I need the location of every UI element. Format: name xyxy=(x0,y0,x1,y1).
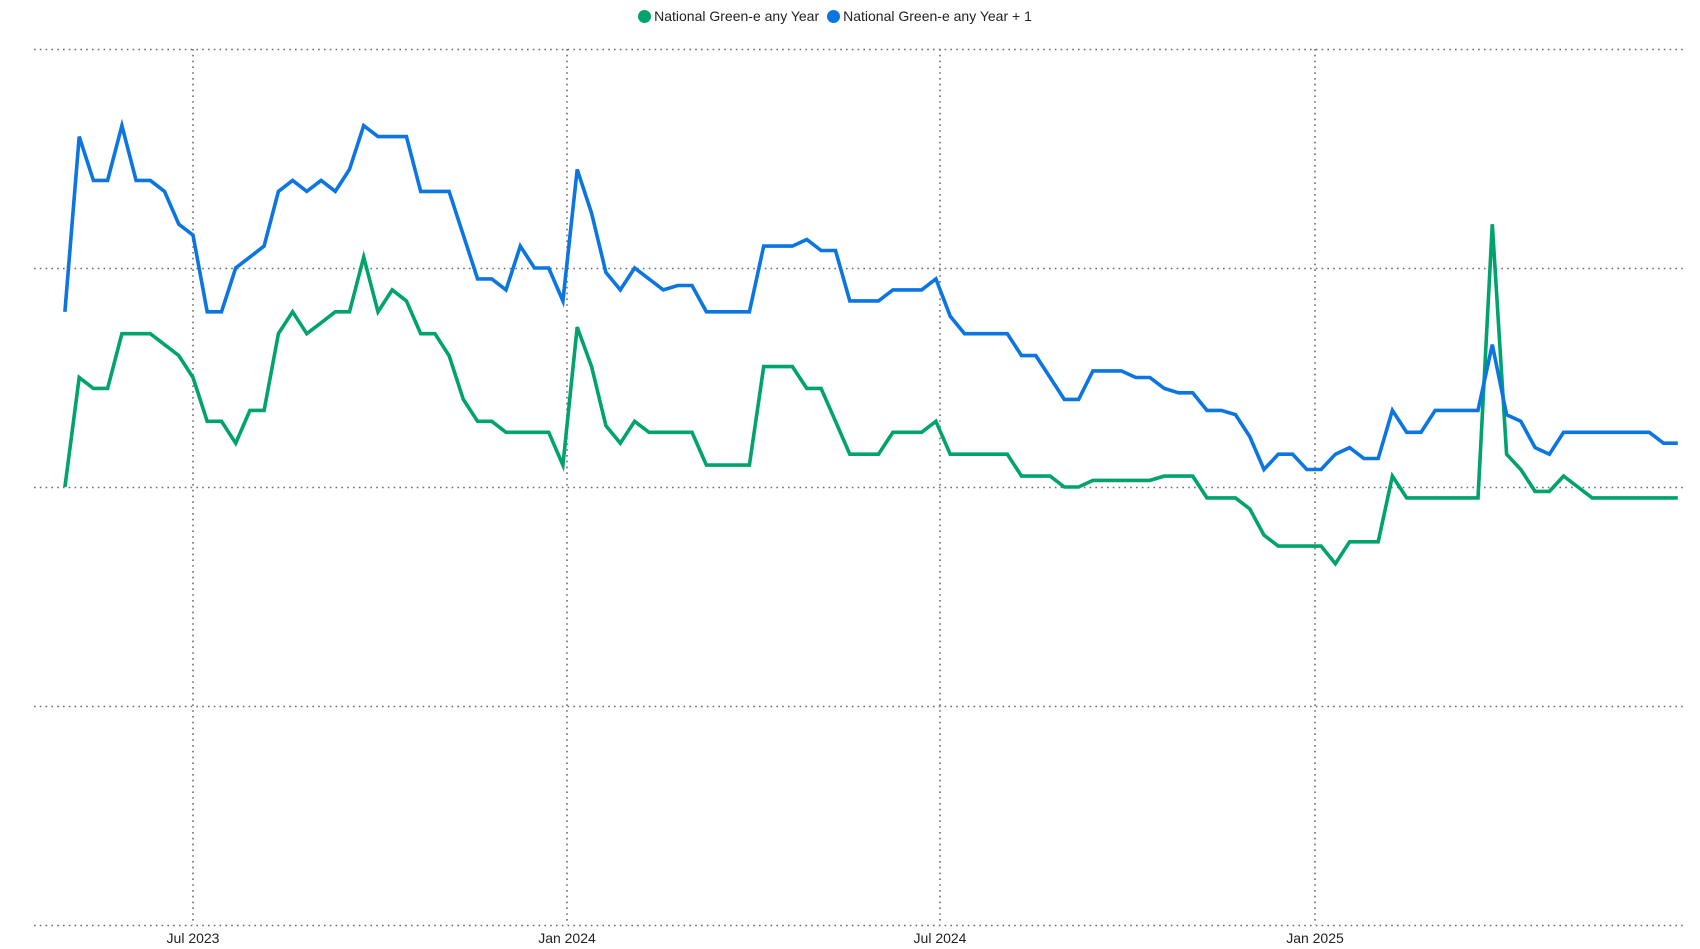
vertical-gridlines xyxy=(192,49,1316,925)
x-tick-label-2: Jul 2024 xyxy=(914,930,967,946)
series-line-green-e-any-year-plus-1[interactable] xyxy=(63,118,1678,473)
x-tick-label-0: Jul 2023 xyxy=(167,930,220,946)
series-layer xyxy=(63,118,1678,567)
legend-item-green[interactable]: National Green-e any Year xyxy=(638,8,819,24)
legend: National Green-e any Year National Green… xyxy=(0,8,1700,24)
x-tick-label-3: Jan 2025 xyxy=(1286,930,1344,946)
horizontal-gridlines xyxy=(34,48,1685,927)
x-axis-tick-labels: Jul 2023 Jan 2024 Jul 2024 Jan 2025 xyxy=(167,930,1344,946)
legend-label-green: National Green-e any Year xyxy=(654,8,820,24)
legend-item-blue[interactable]: National Green-e any Year + 1 xyxy=(827,8,1032,24)
series-line-green-e-any-year[interactable] xyxy=(63,224,1678,567)
x-tick-label-1: Jan 2024 xyxy=(538,930,596,946)
legend-marker-green xyxy=(638,9,652,23)
legend-marker-blue xyxy=(827,9,841,23)
legend-label-blue: National Green-e any Year + 1 xyxy=(843,8,1032,24)
